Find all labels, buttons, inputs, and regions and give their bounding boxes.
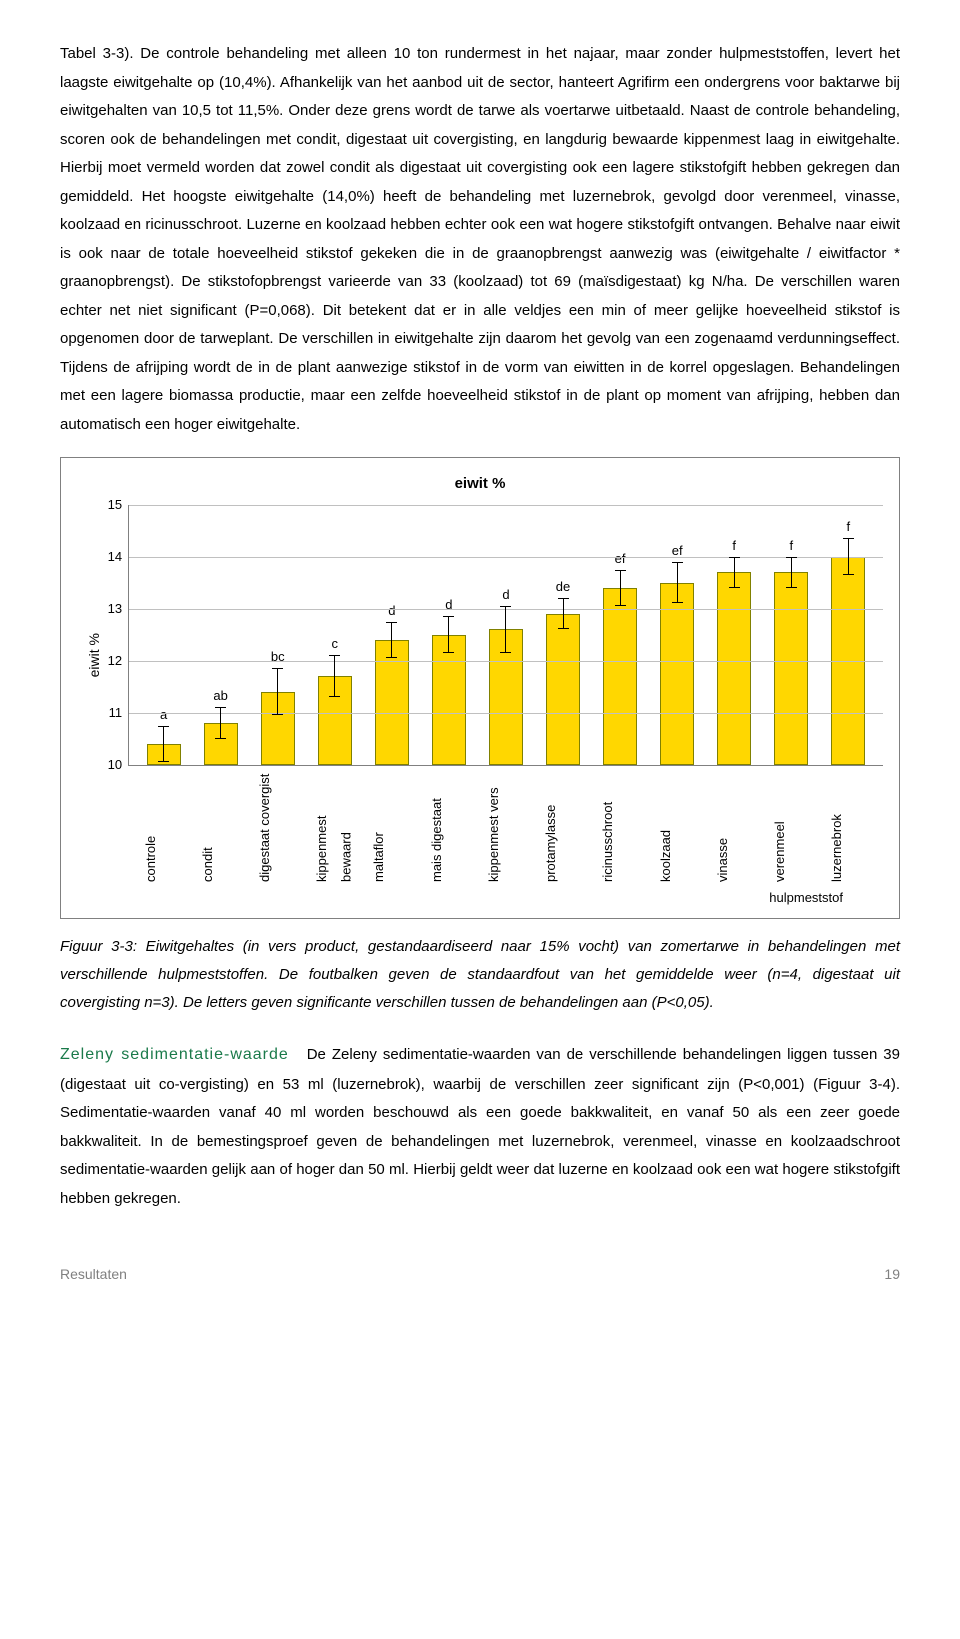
xtick-label: maltaflor: [367, 772, 413, 882]
page-footer: Resultaten 19: [60, 1261, 900, 1288]
significance-label: a: [160, 708, 167, 724]
error-bar: [734, 557, 735, 588]
body-paragraph-2: De Zeleny sedimentatie-waarden van de ve…: [60, 1046, 900, 1206]
significance-label: ef: [672, 544, 683, 560]
error-bar: [334, 655, 335, 697]
bar: [375, 640, 409, 765]
significance-label: c: [332, 637, 339, 653]
error-bar: [848, 538, 849, 574]
xtick-label: verenmeel: [768, 772, 814, 882]
error-bar: [563, 598, 564, 629]
error-bar: [677, 562, 678, 604]
bar: [546, 614, 580, 765]
significance-label: f: [732, 539, 736, 555]
bar: [717, 572, 751, 764]
chart-xaxis: controleconditdigestaat covergistkippenm…: [77, 766, 883, 882]
error-bar: [505, 606, 506, 653]
significance-label: ab: [213, 689, 227, 705]
xtick-label: koolzaad: [654, 772, 700, 882]
chart-yaxis: 151413121110: [108, 505, 128, 765]
chart-ylabel: eiwit %: [77, 593, 108, 677]
xtick-label: kippenmest bewaard: [310, 772, 356, 882]
significance-label: bc: [271, 650, 285, 666]
body-paragraph-1: Tabel 3-3). De controle behandeling met …: [60, 40, 900, 439]
significance-label: f: [789, 539, 793, 555]
bar-column: de: [540, 580, 586, 764]
bar-column: ef: [597, 552, 643, 765]
chart-plot: a ab bc c d d d de ef ef f f f: [128, 505, 883, 766]
xtick-label: mais digestaat: [425, 772, 471, 882]
xtick-label: kippenmest vers: [482, 772, 528, 882]
bar-column: f: [825, 520, 871, 764]
significance-label: d: [445, 598, 452, 614]
error-bar: [391, 622, 392, 658]
error-bar: [791, 557, 792, 588]
error-bar: [620, 570, 621, 606]
xtick-label: controle: [139, 772, 185, 882]
figure-caption: Figuur 3-3: Eiwitgehaltes (in vers produ…: [60, 933, 900, 1016]
error-bar: [220, 707, 221, 738]
bar-column: d: [369, 604, 415, 765]
footer-section: Resultaten: [60, 1261, 127, 1288]
significance-label: ef: [615, 552, 626, 568]
xtick-label: vinasse: [711, 772, 757, 882]
footer-page: 19: [884, 1261, 900, 1288]
bar-column: a: [141, 708, 187, 765]
error-bar: [277, 668, 278, 715]
bar-column: ab: [198, 689, 244, 764]
bar: [432, 635, 466, 765]
section-heading: Zeleny sedimentatie-waarde: [60, 1046, 289, 1063]
bar-column: c: [312, 637, 358, 764]
bar: [831, 557, 865, 765]
eiwit-chart: eiwit % eiwit % 151413121110 a ab bc c d d d de…: [60, 457, 900, 919]
significance-label: d: [388, 604, 395, 620]
chart-legend: hulpmeststof: [77, 886, 883, 911]
xtick-label: digestaat covergist: [253, 772, 299, 882]
xtick-label: protamylasse: [539, 772, 585, 882]
bar-column: d: [483, 588, 529, 765]
chart-title: eiwit %: [77, 470, 883, 499]
xtick-label: luzernebrok: [825, 772, 871, 882]
bar: [660, 583, 694, 765]
bar-column: f: [768, 539, 814, 765]
bar-column: bc: [255, 650, 301, 764]
xtick-label: condit: [196, 772, 242, 882]
bar-column: ef: [654, 544, 700, 765]
error-bar: [163, 726, 164, 762]
significance-label: f: [847, 520, 851, 536]
bar-column: f: [711, 539, 757, 765]
bar-column: d: [426, 598, 472, 764]
significance-label: de: [556, 580, 570, 596]
bar: [603, 588, 637, 765]
section-zeleny: Zeleny sedimentatie-waarde De Zeleny sed…: [60, 1040, 900, 1213]
bar: [774, 572, 808, 764]
significance-label: d: [502, 588, 509, 604]
xtick-label: ricinusschroot: [596, 772, 642, 882]
error-bar: [448, 616, 449, 652]
